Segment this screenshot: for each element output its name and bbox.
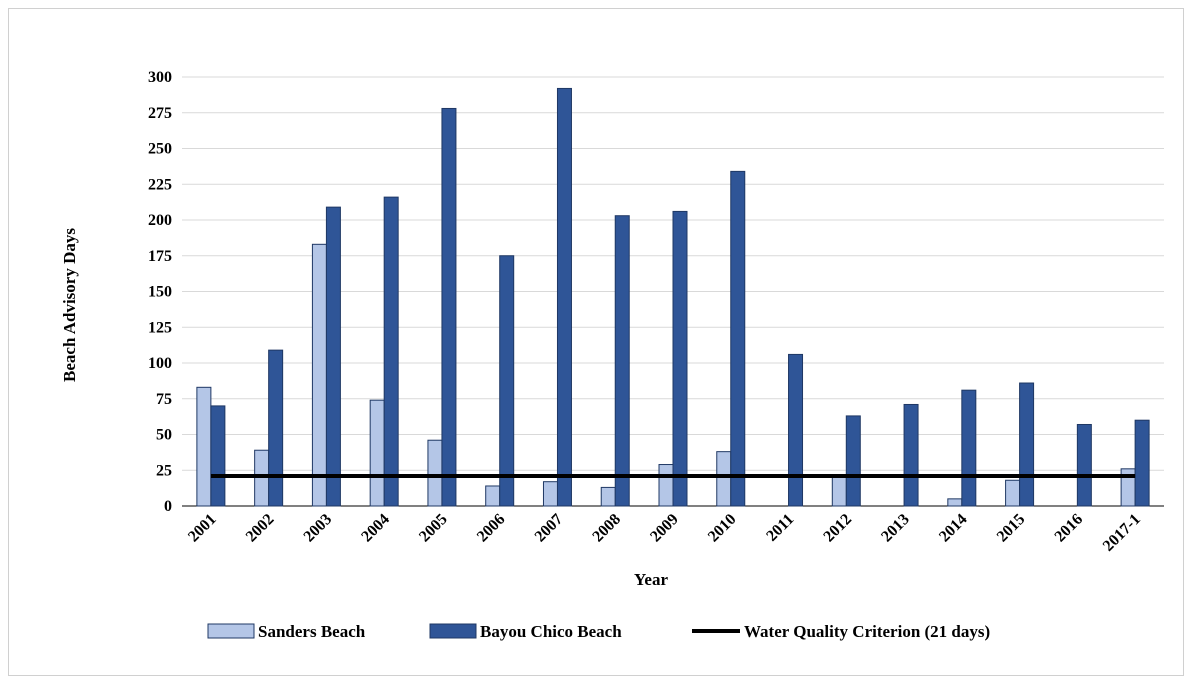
x-tick-label: 2007 <box>532 511 567 546</box>
y-tick-label: 300 <box>148 69 172 86</box>
bar-sanders-beach <box>658 464 674 507</box>
x-tick-label: 2003 <box>301 511 336 546</box>
bar-bayou-chico-beach <box>672 210 688 507</box>
x-tick-label: 2017-1 <box>1100 511 1144 555</box>
bar-sanders-beach <box>542 481 558 507</box>
x-tick-label: 2005 <box>416 511 451 546</box>
x-tick-label: 2013 <box>878 511 913 546</box>
y-tick-label: 25 <box>156 462 172 479</box>
bar-bayou-chico-beach <box>556 87 572 507</box>
y-tick-label: 100 <box>148 355 172 372</box>
bar-bayou-chico-beach <box>788 353 804 507</box>
y-axis-title: Beach Advisory Days <box>60 228 79 382</box>
bar-bayou-chico-beach <box>1076 423 1092 507</box>
chart-frame <box>8 8 1184 676</box>
x-tick-label: 2012 <box>820 511 855 546</box>
bar-sanders-beach <box>716 451 732 507</box>
y-tick-label: 250 <box>148 141 172 158</box>
bar-bayou-chico-beach <box>383 196 399 507</box>
legend-swatch-sanders-beach <box>207 623 255 639</box>
bar-sanders-beach <box>311 243 327 507</box>
bar-sanders-beach <box>947 498 963 507</box>
bar-bayou-chico-beach <box>210 405 226 507</box>
x-tick-label: 2001 <box>185 511 220 546</box>
bar-bayou-chico-beach <box>268 349 284 507</box>
y-tick-label: 275 <box>148 105 172 122</box>
gridlines <box>182 76 1164 507</box>
bar-bayou-chico-beach <box>845 415 861 507</box>
bar-sanders-beach <box>831 476 847 507</box>
bar-sanders-beach <box>1005 479 1021 507</box>
legend: Sanders Beach Bayou Chico Beach Water Qual… <box>207 622 990 641</box>
x-tick-label: 2011 <box>763 511 797 545</box>
bar-bayou-chico-beach <box>1134 419 1150 507</box>
y-tick-label: 125 <box>148 319 172 336</box>
x-tick-label: 2014 <box>936 511 971 546</box>
bar-sanders-beach <box>485 485 501 507</box>
x-tick-label: 2009 <box>647 511 682 546</box>
bar-sanders-beach <box>427 439 443 507</box>
bar-bayou-chico-beach <box>614 215 630 507</box>
y-tick-label: 50 <box>156 427 172 444</box>
bar-sanders-beach <box>600 486 616 507</box>
x-tick-label: 2004 <box>358 511 393 546</box>
x-axis-title: Year <box>634 570 668 589</box>
y-tick-label: 200 <box>148 212 172 229</box>
legend-swatch-bayou-chico-beach <box>429 623 477 639</box>
bar-bayou-chico-beach <box>499 255 515 507</box>
x-tick-label: 2002 <box>243 511 278 546</box>
y-axis-ticks: 0 25 50 75 100 125 150 175 200 225 250 275 300 <box>148 69 172 515</box>
legend-label-sanders-beach: Sanders Beach <box>258 622 366 641</box>
y-tick-label: 0 <box>164 498 172 515</box>
y-tick-label: 150 <box>148 284 172 301</box>
legend-label-water-quality-criterion: Water Quality Criterion (21 days) <box>744 622 990 641</box>
bar-bayou-chico-beach <box>730 170 746 507</box>
x-tick-label: 2006 <box>474 511 509 546</box>
bar-sanders-beach <box>196 386 212 507</box>
x-tick-label: 2015 <box>994 511 1029 546</box>
bar-bayou-chico-beach <box>325 206 341 507</box>
bar-bayou-chico-beach <box>903 403 919 507</box>
y-tick-label: 175 <box>148 248 172 265</box>
y-tick-label: 225 <box>148 176 172 193</box>
bars <box>196 87 1150 507</box>
bar-bayou-chico-beach <box>961 389 977 507</box>
bar-bayou-chico-beach <box>441 107 457 507</box>
legend-label-bayou-chico-beach: Bayou Chico Beach <box>480 622 622 641</box>
y-tick-label: 75 <box>156 391 172 408</box>
bar-sanders-beach <box>254 449 270 507</box>
bar-sanders-beach <box>369 399 385 507</box>
x-axis-ticks: 2001 2002 2003 2004 2005 2006 2007 2008 2009 2010… <box>185 511 1144 555</box>
x-tick-label: 2008 <box>589 511 624 546</box>
x-tick-label: 2010 <box>705 511 740 546</box>
x-tick-label: 2016 <box>1052 511 1087 546</box>
bar-bayou-chico-beach <box>1019 382 1035 507</box>
